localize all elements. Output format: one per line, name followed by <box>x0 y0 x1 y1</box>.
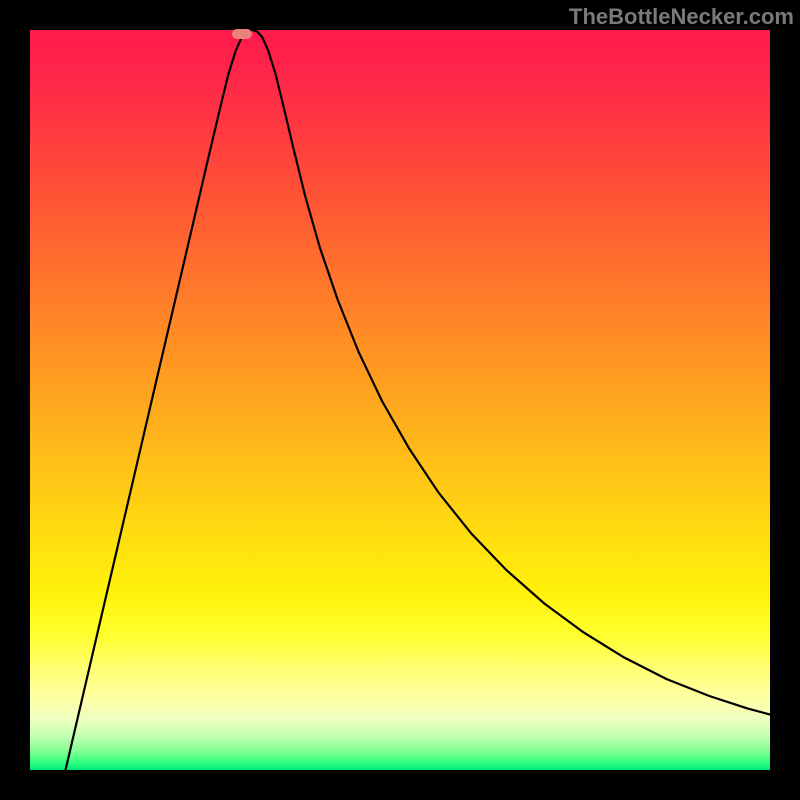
gradient-background <box>30 30 770 770</box>
plot-area <box>30 30 770 770</box>
watermark-text: TheBottleNecker.com <box>569 4 794 30</box>
optimal-point-marker <box>232 29 252 39</box>
chart-container: TheBottleNecker.com <box>0 0 800 800</box>
